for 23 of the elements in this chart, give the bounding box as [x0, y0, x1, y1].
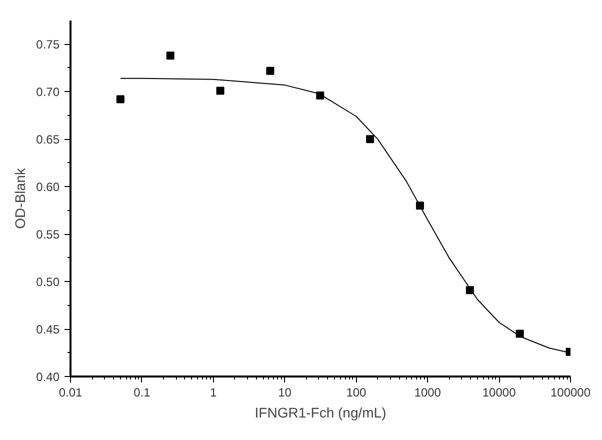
point	[266, 66, 274, 75]
x-axis-title: IFNGR1-Fch (ng/mL)	[254, 404, 386, 420]
x-tick-label: 100000	[550, 386, 591, 400]
x-tick-label: 1	[210, 386, 218, 400]
x-tick-label: 100	[346, 386, 367, 400]
y-tick-label: 0.70	[36, 85, 60, 100]
y-tick-label: 0.60	[36, 180, 60, 194]
point	[116, 95, 124, 104]
y-tick-label: 0.55	[36, 228, 60, 242]
point	[216, 86, 224, 95]
x-tick-label: 10000	[482, 386, 516, 400]
y-tick-label: 0.45	[36, 322, 60, 337]
y-tick-label: 0.40	[36, 370, 60, 384]
y-tick-label: 0.65	[36, 132, 60, 147]
x-tick-label: 0.1	[134, 386, 151, 400]
y-tick-label: 0.75	[36, 38, 60, 52]
point	[366, 135, 374, 144]
x-tick-label: 1000	[414, 386, 442, 400]
y-tick-label: 0.50	[36, 275, 60, 290]
x-tick-label: 10	[278, 386, 292, 400]
x-tick-label: 0.01	[58, 386, 83, 400]
point	[166, 52, 174, 60]
y-axis-title: OD-Blank	[12, 167, 28, 229]
